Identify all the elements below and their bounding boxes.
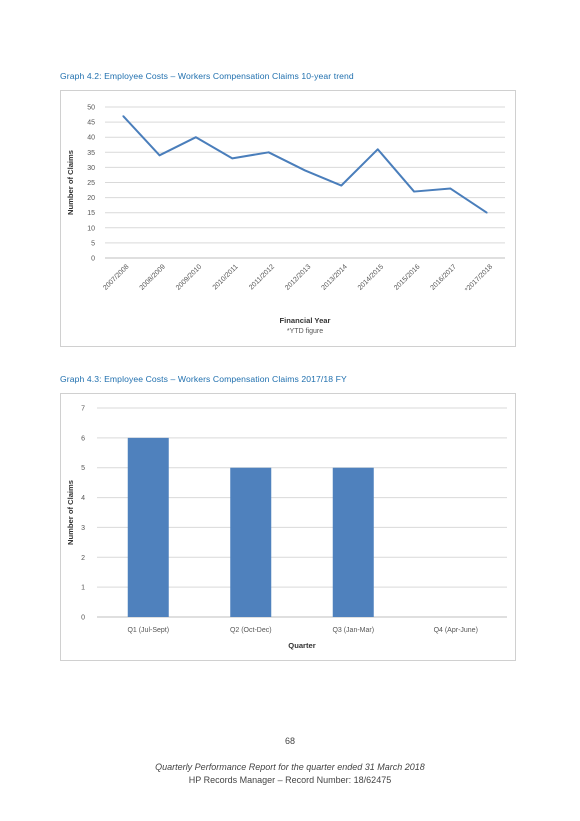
x-tick-label: *2017/2018 (464, 263, 494, 293)
x-tick-label: Q2 (Oct-Dec) (230, 627, 272, 634)
data-point (376, 148, 379, 151)
y-tick-label: 10 (87, 225, 95, 232)
data-point (231, 157, 234, 160)
data-point (195, 136, 197, 138)
footer-record-number: HP Records Manager – Record Number: 18/6… (188, 775, 392, 785)
x-tick-label: 2012/2013 (284, 263, 312, 291)
x-tick-label: Q4 (Apr-June) (434, 627, 478, 634)
y-tick-label: 40 (87, 135, 95, 142)
bar-chart: 0 1 2 3 4 5 6 7 Q1 (Jul-Sept) Q2 (Oct-Dec) Q3 (Jan… (66, 406, 507, 650)
x-axis-title: Financial Year (280, 316, 331, 325)
data-point (449, 187, 452, 190)
y-tick-label: 25 (87, 180, 95, 187)
data-point (304, 169, 306, 172)
graph-4-2-caption: Graph 4.2: Employee Costs – Workers Comp… (60, 71, 354, 81)
data-point (267, 151, 270, 154)
data-point (158, 154, 161, 157)
y-axis-title: Number of Claims (66, 150, 75, 215)
bar (230, 467, 272, 617)
x-tick-label: 2011/2012 (248, 263, 276, 291)
y-tick-label: 2 (81, 555, 85, 562)
x-tick-label: 2013/2014 (320, 263, 348, 291)
data-point (413, 190, 415, 193)
x-tick-label: 2014/2015 (357, 263, 385, 291)
data-point (340, 184, 343, 187)
y-tick-label: 30 (87, 165, 95, 172)
line-chart: 0 5 10 15 20 25 30 35 40 45 50 2007/2008 2008/2009 20… (66, 105, 505, 335)
y-tick-label: 20 (87, 195, 95, 202)
bar-chart-frame: 0 1 2 3 4 5 6 7 Q1 (Jul-Sept) Q2 (Oct-Dec) Q3 (Jan… (60, 393, 516, 661)
x-tick-label: Q1 (Jul-Sept) (127, 627, 169, 634)
y-tick-label: 6 (81, 435, 85, 442)
x-tick-label: 2007/2008 (102, 263, 130, 291)
bar (127, 437, 169, 617)
data-point (486, 211, 488, 214)
x-tick-label: 2015/2016 (393, 263, 421, 291)
y-tick-label: 3 (81, 525, 85, 532)
x-tick-label: 2009/2010 (175, 263, 203, 291)
y-tick-label: 15 (87, 210, 95, 217)
bar (332, 467, 374, 617)
x-tick-label: 2008/2009 (139, 263, 167, 291)
footer-report-title: Quarterly Performance Report for the qua… (155, 762, 425, 772)
y-tick-label: 5 (91, 240, 95, 247)
x-tick-label: 2016/2017 (430, 263, 458, 291)
line-chart-frame: 0 5 10 15 20 25 30 35 40 45 50 2007/2008 2008/2009 20… (60, 90, 516, 347)
graph-4-3-caption: Graph 4.3: Employee Costs – Workers Comp… (60, 374, 347, 384)
y-tick-label: 1 (81, 585, 85, 592)
y-tick-label: 35 (87, 150, 95, 157)
y-tick-label: 5 (81, 465, 85, 472)
x-tick-label: Q3 (Jan-Mar) (332, 627, 374, 634)
y-tick-label: 0 (81, 615, 85, 622)
y-tick-label: 50 (87, 105, 95, 112)
x-tick-label: 2010/2011 (212, 263, 240, 291)
y-tick-label: 0 (91, 256, 95, 263)
data-point (122, 115, 124, 117)
x-axis-title: Quarter (288, 641, 315, 650)
y-tick-label: 45 (87, 120, 95, 127)
page-number: 68 (284, 736, 295, 746)
y-tick-label: 7 (81, 406, 85, 413)
y-tick-label: 4 (81, 495, 85, 502)
series-line (122, 115, 488, 214)
y-axis-title: Number of Claims (66, 480, 75, 545)
ytd-note: *YTD figure (287, 328, 323, 335)
